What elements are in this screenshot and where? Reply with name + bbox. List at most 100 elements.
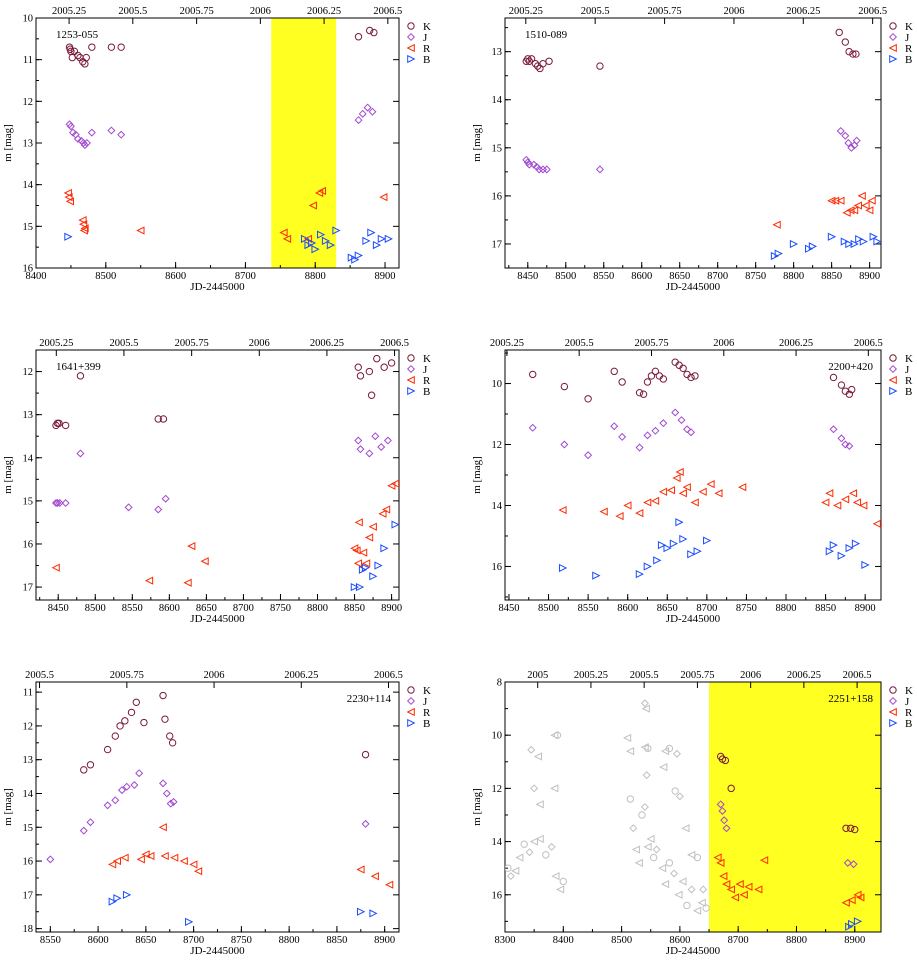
data-point-J	[66, 122, 75, 131]
data-point-R	[865, 206, 874, 215]
x-tick-label: 8600	[631, 271, 652, 282]
legend-marker-K	[889, 22, 897, 30]
x-tick-label: 8800	[786, 935, 807, 946]
data-point-R	[279, 228, 288, 237]
data-point-R	[672, 473, 681, 483]
data-points	[522, 28, 881, 261]
x-tick-label: 8500	[555, 271, 576, 282]
data-point-R	[827, 196, 836, 205]
series-J	[522, 126, 861, 174]
x-axis-label: JD-2445000	[666, 613, 721, 625]
data-point-R	[635, 509, 644, 518]
x-tick-label: 8700	[235, 271, 256, 282]
x-tick-label: 8500	[611, 935, 632, 946]
x-tick-label: 8900	[381, 603, 402, 614]
panel-1510-089: 8450 8500 8550 8600 8650 8700 8750 8800 8850 8900…	[471, 6, 913, 293]
data-point-K	[845, 47, 853, 56]
archival-point	[626, 795, 635, 803]
data-point-J	[671, 408, 680, 417]
data-point-R	[825, 489, 834, 498]
data-point-K	[55, 419, 63, 427]
series-grey	[505, 699, 710, 915]
data-point-R	[353, 559, 363, 568]
archival-point	[660, 880, 670, 889]
panel-2200+420: 8450 8500 8550 8600 8650 8700 8750 8800 8850 8900…	[471, 338, 913, 625]
archival-point	[670, 869, 679, 878]
y-tick-label: 14	[492, 837, 503, 848]
data-point-J	[718, 806, 727, 815]
data-point-J	[135, 769, 144, 778]
x-tick-label: 8850	[821, 271, 842, 282]
archival-point	[511, 866, 520, 875]
archival-point	[657, 864, 667, 873]
archival-point	[506, 872, 515, 881]
legend-label-B: B	[905, 54, 912, 66]
data-point-J	[844, 138, 853, 148]
data-point-R	[682, 483, 691, 492]
data-point-R	[847, 895, 856, 905]
top-tick-label: 2006	[204, 670, 225, 681]
legend-label-R: R	[423, 707, 431, 719]
data-point-K	[529, 370, 537, 379]
data-point-K	[53, 419, 62, 427]
data-point-R	[615, 512, 624, 521]
data-point-R	[716, 858, 725, 867]
data-point-R	[719, 872, 728, 881]
y-axis-label: m [mag]	[471, 456, 483, 494]
legend-marker-J	[888, 32, 898, 42]
x-tick-label: 8450	[48, 603, 69, 614]
top-tick-label: 2006.25	[787, 670, 821, 681]
x-tick-label: 8550	[593, 271, 614, 282]
data-point-B	[845, 544, 854, 553]
data-point-B	[356, 907, 366, 916]
x-tick-label: 8800	[307, 603, 328, 614]
x-tick-label: 8500	[85, 603, 106, 614]
data-point-K	[140, 718, 148, 727]
data-point-K	[365, 26, 374, 35]
y-tick-label: 15	[492, 143, 503, 154]
data-point-B	[703, 536, 712, 545]
legend-label-B: B	[905, 718, 912, 730]
archival-point	[699, 885, 708, 894]
data-point-K	[687, 373, 695, 382]
data-points	[51, 354, 399, 592]
x-tick-label: 8750	[736, 603, 757, 614]
data-point-J	[154, 505, 163, 514]
data-point-R	[658, 487, 668, 496]
y-tick-label: 11	[23, 55, 33, 66]
archival-point	[643, 842, 652, 852]
y-tick-label: 17	[23, 890, 34, 901]
y-tick-label: 12	[23, 367, 34, 378]
archival-point	[559, 877, 567, 886]
data-point-K	[531, 59, 540, 68]
legend-label-R: R	[905, 707, 913, 719]
top-tick-label: 2005.75	[634, 338, 668, 349]
archival-point	[529, 837, 538, 846]
legend-marker-J	[406, 364, 416, 374]
series-B	[64, 226, 393, 264]
data-point-K	[837, 381, 846, 389]
data-point-B	[374, 561, 383, 570]
y-tick-label: 11	[23, 688, 33, 699]
data-point-B	[808, 242, 818, 251]
x-tick-label: 8750	[270, 603, 291, 614]
top-tick-label: 2005.25	[490, 338, 524, 349]
x-tick-label: 8900	[844, 935, 865, 946]
top-tick-label: 2005.25	[39, 338, 73, 349]
data-point-B	[848, 919, 857, 929]
series-J	[716, 800, 858, 869]
data-point-R	[390, 479, 399, 488]
data-point-K	[639, 390, 648, 398]
top-tick-label: 2006	[249, 338, 270, 349]
data-point-R	[352, 546, 361, 555]
y-tick-label: 12	[23, 97, 34, 108]
legend-marker-B	[889, 718, 898, 728]
x-axis-label: JD-2445000	[190, 945, 245, 957]
x-axis-label: JD-2445000	[666, 945, 721, 957]
data-point-K	[370, 28, 378, 37]
data-points	[505, 699, 865, 931]
data-points	[63, 26, 393, 264]
archival-point	[652, 845, 661, 854]
data-point-J	[643, 431, 652, 440]
